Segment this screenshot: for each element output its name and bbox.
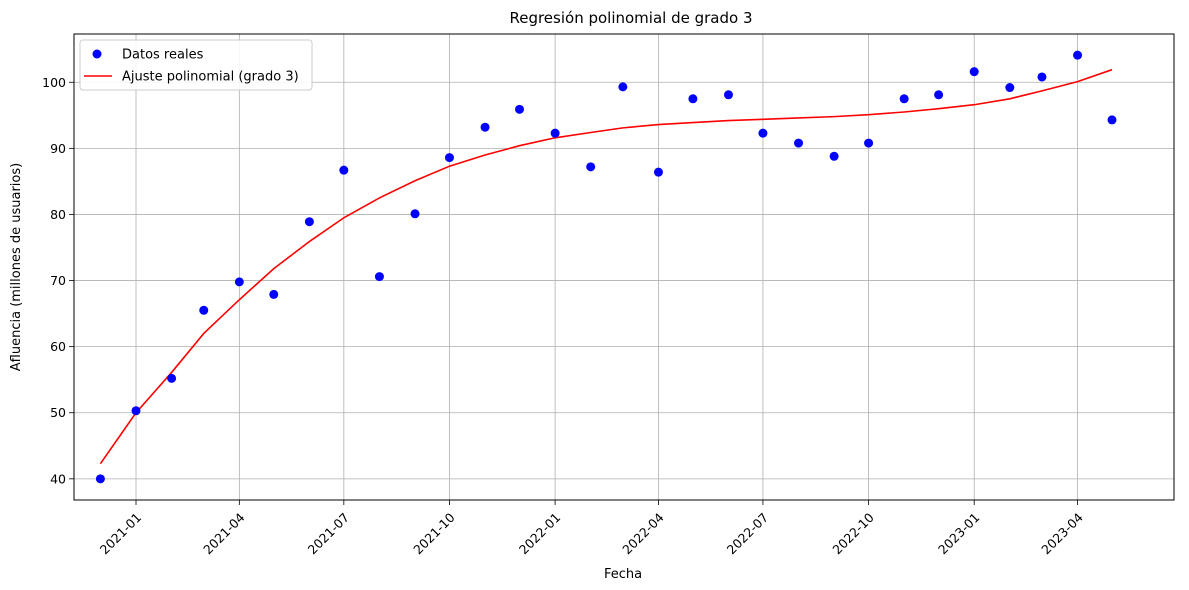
scatter-point xyxy=(899,94,909,104)
scatter-point xyxy=(758,128,768,138)
scatter-point xyxy=(167,373,177,383)
y-tick-label: 80 xyxy=(50,207,66,222)
y-tick-label: 70 xyxy=(50,273,66,288)
scatter-point xyxy=(234,277,244,287)
scatter-point xyxy=(688,94,698,104)
scatter-point xyxy=(410,209,420,219)
scatter-point xyxy=(864,138,874,148)
scatter-point xyxy=(1107,115,1117,125)
legend-marker-scatter xyxy=(92,49,102,59)
scatter-point xyxy=(444,153,454,163)
scatter-point xyxy=(1005,83,1015,93)
scatter-point xyxy=(653,167,663,177)
y-axis-label: Afluencia (millones de usuarios) xyxy=(9,163,24,371)
y-tick-label: 100 xyxy=(42,75,66,90)
scatter-point xyxy=(618,82,628,92)
scatter-point xyxy=(480,122,490,132)
scatter-point xyxy=(794,138,804,148)
scatter-point xyxy=(969,67,979,77)
chart-title: Regresión polinomial de grado 3 xyxy=(509,9,752,27)
grid xyxy=(74,34,1174,500)
scatter-point xyxy=(339,165,349,175)
y-tick-label: 90 xyxy=(50,141,66,156)
scatter-point xyxy=(1073,50,1083,60)
y-tick-label: 40 xyxy=(50,471,66,486)
legend-box xyxy=(79,39,313,91)
scatter-point xyxy=(829,151,839,161)
scatter-point xyxy=(723,90,733,100)
y-tick-label: 50 xyxy=(50,405,66,420)
scatter-point xyxy=(1037,72,1047,82)
scatter-point xyxy=(131,406,141,416)
scatter-point xyxy=(586,162,596,172)
legend: Datos reales Ajuste polinomial (grado 3) xyxy=(79,39,313,91)
scatter-point xyxy=(550,128,560,138)
plot-series-layer xyxy=(99,68,1113,465)
scatter-point xyxy=(304,217,314,227)
y-tick-label: 60 xyxy=(50,339,66,354)
plot-frame xyxy=(73,33,1175,501)
scatter-point xyxy=(95,474,105,484)
scatter-point xyxy=(934,90,944,100)
scatter-point xyxy=(374,272,384,282)
x-axis-label: Fecha xyxy=(604,567,642,582)
legend-label: Datos reales xyxy=(122,48,204,63)
scatter-point xyxy=(515,104,525,114)
scatter-point xyxy=(269,289,279,299)
legend-label: Ajuste polinomial (grado 3) xyxy=(122,70,299,85)
fit-line xyxy=(99,68,1113,465)
scatter-point xyxy=(199,305,209,315)
scatter-layer xyxy=(95,50,1117,484)
